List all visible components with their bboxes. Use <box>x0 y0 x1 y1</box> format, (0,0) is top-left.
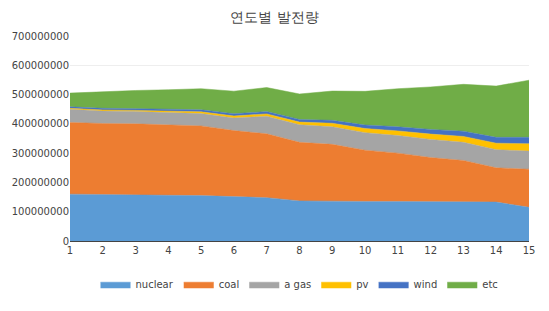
svg-text:100000000: 100000000 <box>12 206 69 217</box>
svg-text:6: 6 <box>231 245 237 256</box>
svg-text:12: 12 <box>424 245 437 256</box>
svg-text:pv: pv <box>356 279 368 290</box>
svg-text:3: 3 <box>132 245 138 256</box>
svg-text:연도별 발전량: 연도별 발전량 <box>230 9 318 25</box>
svg-text:2: 2 <box>100 245 106 256</box>
svg-text:5: 5 <box>198 245 204 256</box>
svg-text:13: 13 <box>457 245 470 256</box>
svg-text:300000000: 300000000 <box>12 148 69 159</box>
svg-text:200000000: 200000000 <box>12 177 69 188</box>
svg-text:600000000: 600000000 <box>12 60 69 71</box>
svg-text:etc: etc <box>482 279 498 290</box>
svg-text:nuclear: nuclear <box>136 279 174 290</box>
svg-text:1: 1 <box>67 245 73 256</box>
svg-text:8: 8 <box>296 245 302 256</box>
svg-text:0: 0 <box>63 236 69 247</box>
svg-text:9: 9 <box>329 245 335 256</box>
svg-text:7: 7 <box>264 245 270 256</box>
svg-text:500000000: 500000000 <box>12 89 69 100</box>
svg-text:coal: coal <box>219 279 240 290</box>
svg-text:4: 4 <box>165 245 171 256</box>
svg-text:wind: wind <box>414 279 438 290</box>
svg-text:700000000: 700000000 <box>12 31 69 42</box>
svg-text:11: 11 <box>391 245 404 256</box>
svg-text:15: 15 <box>523 245 536 256</box>
svg-text:10: 10 <box>359 245 372 256</box>
svg-text:400000000: 400000000 <box>12 118 69 129</box>
svg-text:a gas: a gas <box>284 279 311 290</box>
svg-text:14: 14 <box>490 245 503 256</box>
